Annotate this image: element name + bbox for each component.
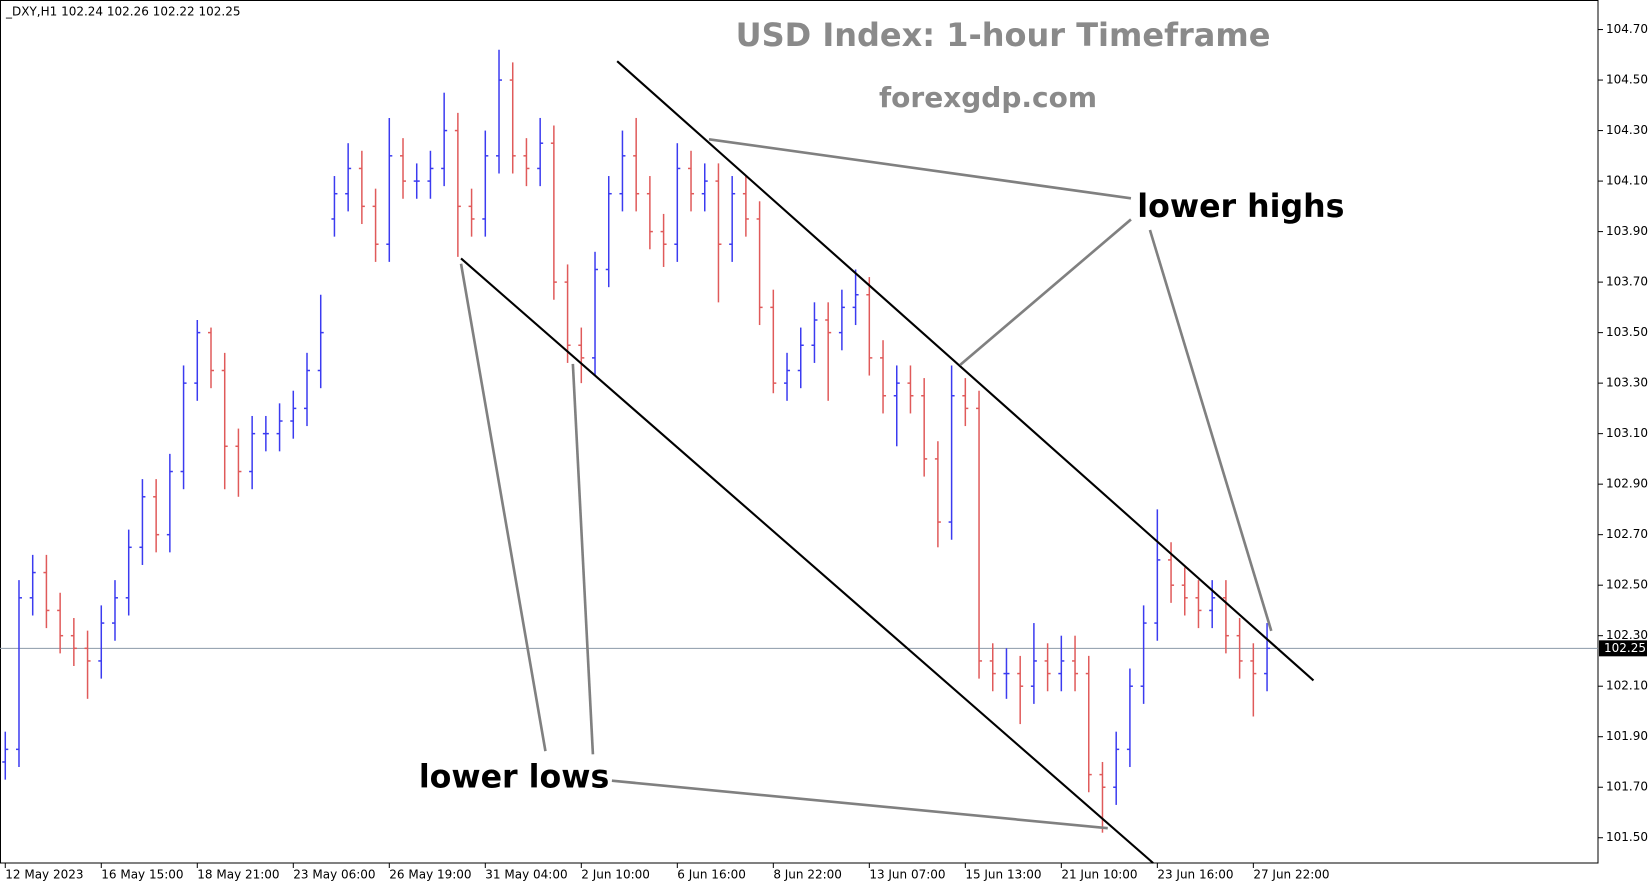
x-tick-label: 31 May 04:00 (485, 868, 567, 882)
y-tick-label: 101.70 (1606, 780, 1648, 794)
pointer-line (611, 779, 1108, 830)
y-tick-label: 101.50 (1606, 830, 1648, 844)
y-tick-label: 103.10 (1606, 426, 1648, 440)
x-tick-label: 8 Jun 22:00 (773, 868, 842, 882)
y-tick-label: 102.50 (1606, 578, 1648, 592)
chart-subtitle: forexgdp.com (879, 81, 1097, 114)
pointer-line (708, 137, 1132, 200)
y-tick-label: 102.10 (1606, 679, 1648, 693)
y-tick-label: 104.30 (1606, 123, 1648, 137)
y-tick-label: 102.90 (1606, 477, 1648, 491)
plot-frame (0, 0, 1599, 864)
y-tick-label: 102.70 (1606, 527, 1648, 541)
annotation: lower highs (1137, 189, 1344, 225)
x-tick-label: 6 Jun 16:00 (677, 868, 746, 882)
x-tick-label: 15 Jun 13:00 (965, 868, 1041, 882)
x-tick-label: 13 Jun 07:00 (869, 868, 945, 882)
plot: 101.50 101.70 101.90 102.10 102.30 102.50 102.… (0, 22, 1648, 882)
trendlines: lower highs lower lows (419, 60, 1344, 864)
x-tick-label: 2 Jun 10:00 (581, 868, 650, 882)
x-tick-label: 18 May 21:00 (197, 868, 279, 882)
y-tick-label: 103.70 (1606, 275, 1648, 289)
pointer-line (959, 218, 1132, 367)
x-tick-label: 23 Jun 16:00 (1157, 868, 1233, 882)
x-tick-label: 26 May 19:00 (389, 868, 471, 882)
x-tick-label: 23 May 06:00 (293, 868, 375, 882)
annotation: lower lows (419, 760, 609, 796)
y-tick-label: 104.50 (1606, 73, 1648, 87)
channel-lower (460, 257, 1154, 864)
current-price-label: 102.25 (1604, 641, 1646, 655)
y-tick-label: 103.50 (1606, 325, 1648, 339)
chart-title: USD Index: 1-hour Timeframe (736, 16, 1271, 54)
channel-upper (616, 60, 1315, 682)
y-tick-label: 101.90 (1606, 729, 1648, 743)
y-tick-label: 103.30 (1606, 376, 1648, 390)
y-tick-label: 103.90 (1606, 224, 1648, 238)
y-tick-label: 102.30 (1606, 628, 1648, 642)
current-price-box (1599, 640, 1647, 657)
pointer-line (459, 263, 547, 752)
x-tick-label: 16 May 15:00 (101, 868, 183, 882)
y-tick-label: 104.70 (1606, 22, 1648, 36)
pointer-line (571, 363, 595, 755)
pointer-line (1148, 229, 1273, 632)
y-tick-label: 104.10 (1606, 174, 1648, 188)
x-tick-label: 21 Jun 10:00 (1061, 868, 1137, 882)
x-tick-label: 27 Jun 22:00 (1253, 868, 1329, 882)
x-tick-label: 12 May 2023 (5, 868, 83, 882)
symbol-header: _DXY,H1 102.24 102.26 102.22 102.25 (5, 5, 240, 19)
